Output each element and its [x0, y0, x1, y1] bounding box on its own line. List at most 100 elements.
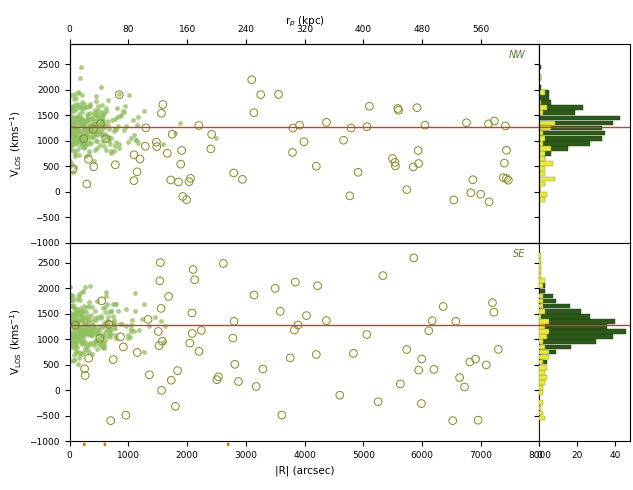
Point [89, 341, 99, 349]
Bar [539, 283, 545, 288]
Point [106, 416, 116, 424]
Point [373, 398, 383, 406]
Point [99, 142, 109, 150]
Point [88, 121, 98, 129]
Bar [539, 365, 547, 369]
Point [91, 116, 101, 123]
Point [69, 137, 79, 145]
Bar [539, 416, 545, 420]
Point [79, 330, 89, 338]
Point [79, 137, 89, 145]
Point [85, 283, 95, 291]
Point [71, 329, 81, 337]
Point [80, 131, 90, 139]
Point [72, 100, 82, 108]
Point [69, 316, 79, 324]
Point [194, 347, 204, 355]
Point [68, 337, 78, 344]
Point [65, 321, 75, 329]
Point [160, 321, 170, 329]
Point [68, 303, 78, 311]
Point [95, 340, 105, 347]
Bar [539, 146, 568, 151]
Point [91, 330, 101, 338]
Point [68, 316, 78, 324]
Point [393, 104, 403, 112]
Point [65, 123, 75, 131]
Point [78, 307, 89, 315]
Point [166, 176, 176, 184]
Point [82, 130, 92, 138]
Point [70, 137, 80, 145]
Point [65, 318, 75, 325]
Point [73, 134, 84, 142]
Point [90, 337, 100, 345]
Point [72, 122, 82, 129]
Point [97, 130, 108, 138]
Point [78, 135, 89, 143]
Point [81, 339, 91, 346]
Point [79, 348, 89, 356]
Bar [539, 304, 570, 309]
Point [70, 344, 80, 352]
Point [141, 124, 151, 132]
Point [68, 104, 78, 112]
Bar [539, 121, 555, 125]
Point [66, 121, 76, 129]
Point [76, 338, 86, 345]
Bar [539, 329, 626, 334]
Point [412, 104, 422, 112]
Bar [539, 75, 541, 79]
Point [65, 157, 75, 165]
Point [78, 307, 89, 315]
Point [77, 340, 87, 347]
Bar [539, 273, 541, 278]
Point [273, 91, 284, 98]
Point [73, 88, 83, 96]
Point [130, 136, 141, 144]
Point [85, 101, 95, 109]
Bar [539, 334, 613, 339]
Point [82, 317, 92, 324]
Point [74, 151, 84, 159]
Point [394, 106, 404, 114]
Point [65, 283, 75, 291]
Point [78, 120, 88, 128]
Point [100, 308, 110, 316]
Point [90, 109, 100, 117]
Point [249, 291, 259, 299]
Point [73, 308, 83, 316]
Point [68, 312, 78, 319]
Point [92, 144, 102, 151]
Bar [539, 344, 572, 349]
Point [408, 163, 418, 171]
X-axis label: |R| (arcsec): |R| (arcsec) [275, 466, 334, 476]
Point [70, 309, 80, 317]
Bar [539, 192, 547, 196]
Point [72, 133, 82, 141]
Point [69, 356, 79, 364]
Bar [539, 370, 545, 375]
Point [65, 127, 75, 135]
Point [111, 138, 121, 146]
Point [413, 147, 423, 154]
Point [68, 329, 78, 337]
Point [80, 136, 90, 144]
Point [362, 331, 372, 339]
Point [119, 108, 129, 116]
Point [84, 354, 94, 362]
Point [65, 124, 75, 132]
Point [79, 118, 89, 125]
Point [103, 121, 113, 129]
Point [97, 297, 107, 305]
Point [106, 147, 116, 155]
Point [77, 316, 87, 323]
Point [82, 128, 92, 136]
Point [80, 140, 90, 148]
Point [344, 192, 354, 200]
Bar [539, 172, 545, 176]
Point [78, 136, 88, 144]
Point [109, 127, 119, 135]
Bar [539, 294, 553, 298]
Bar [539, 156, 545, 161]
